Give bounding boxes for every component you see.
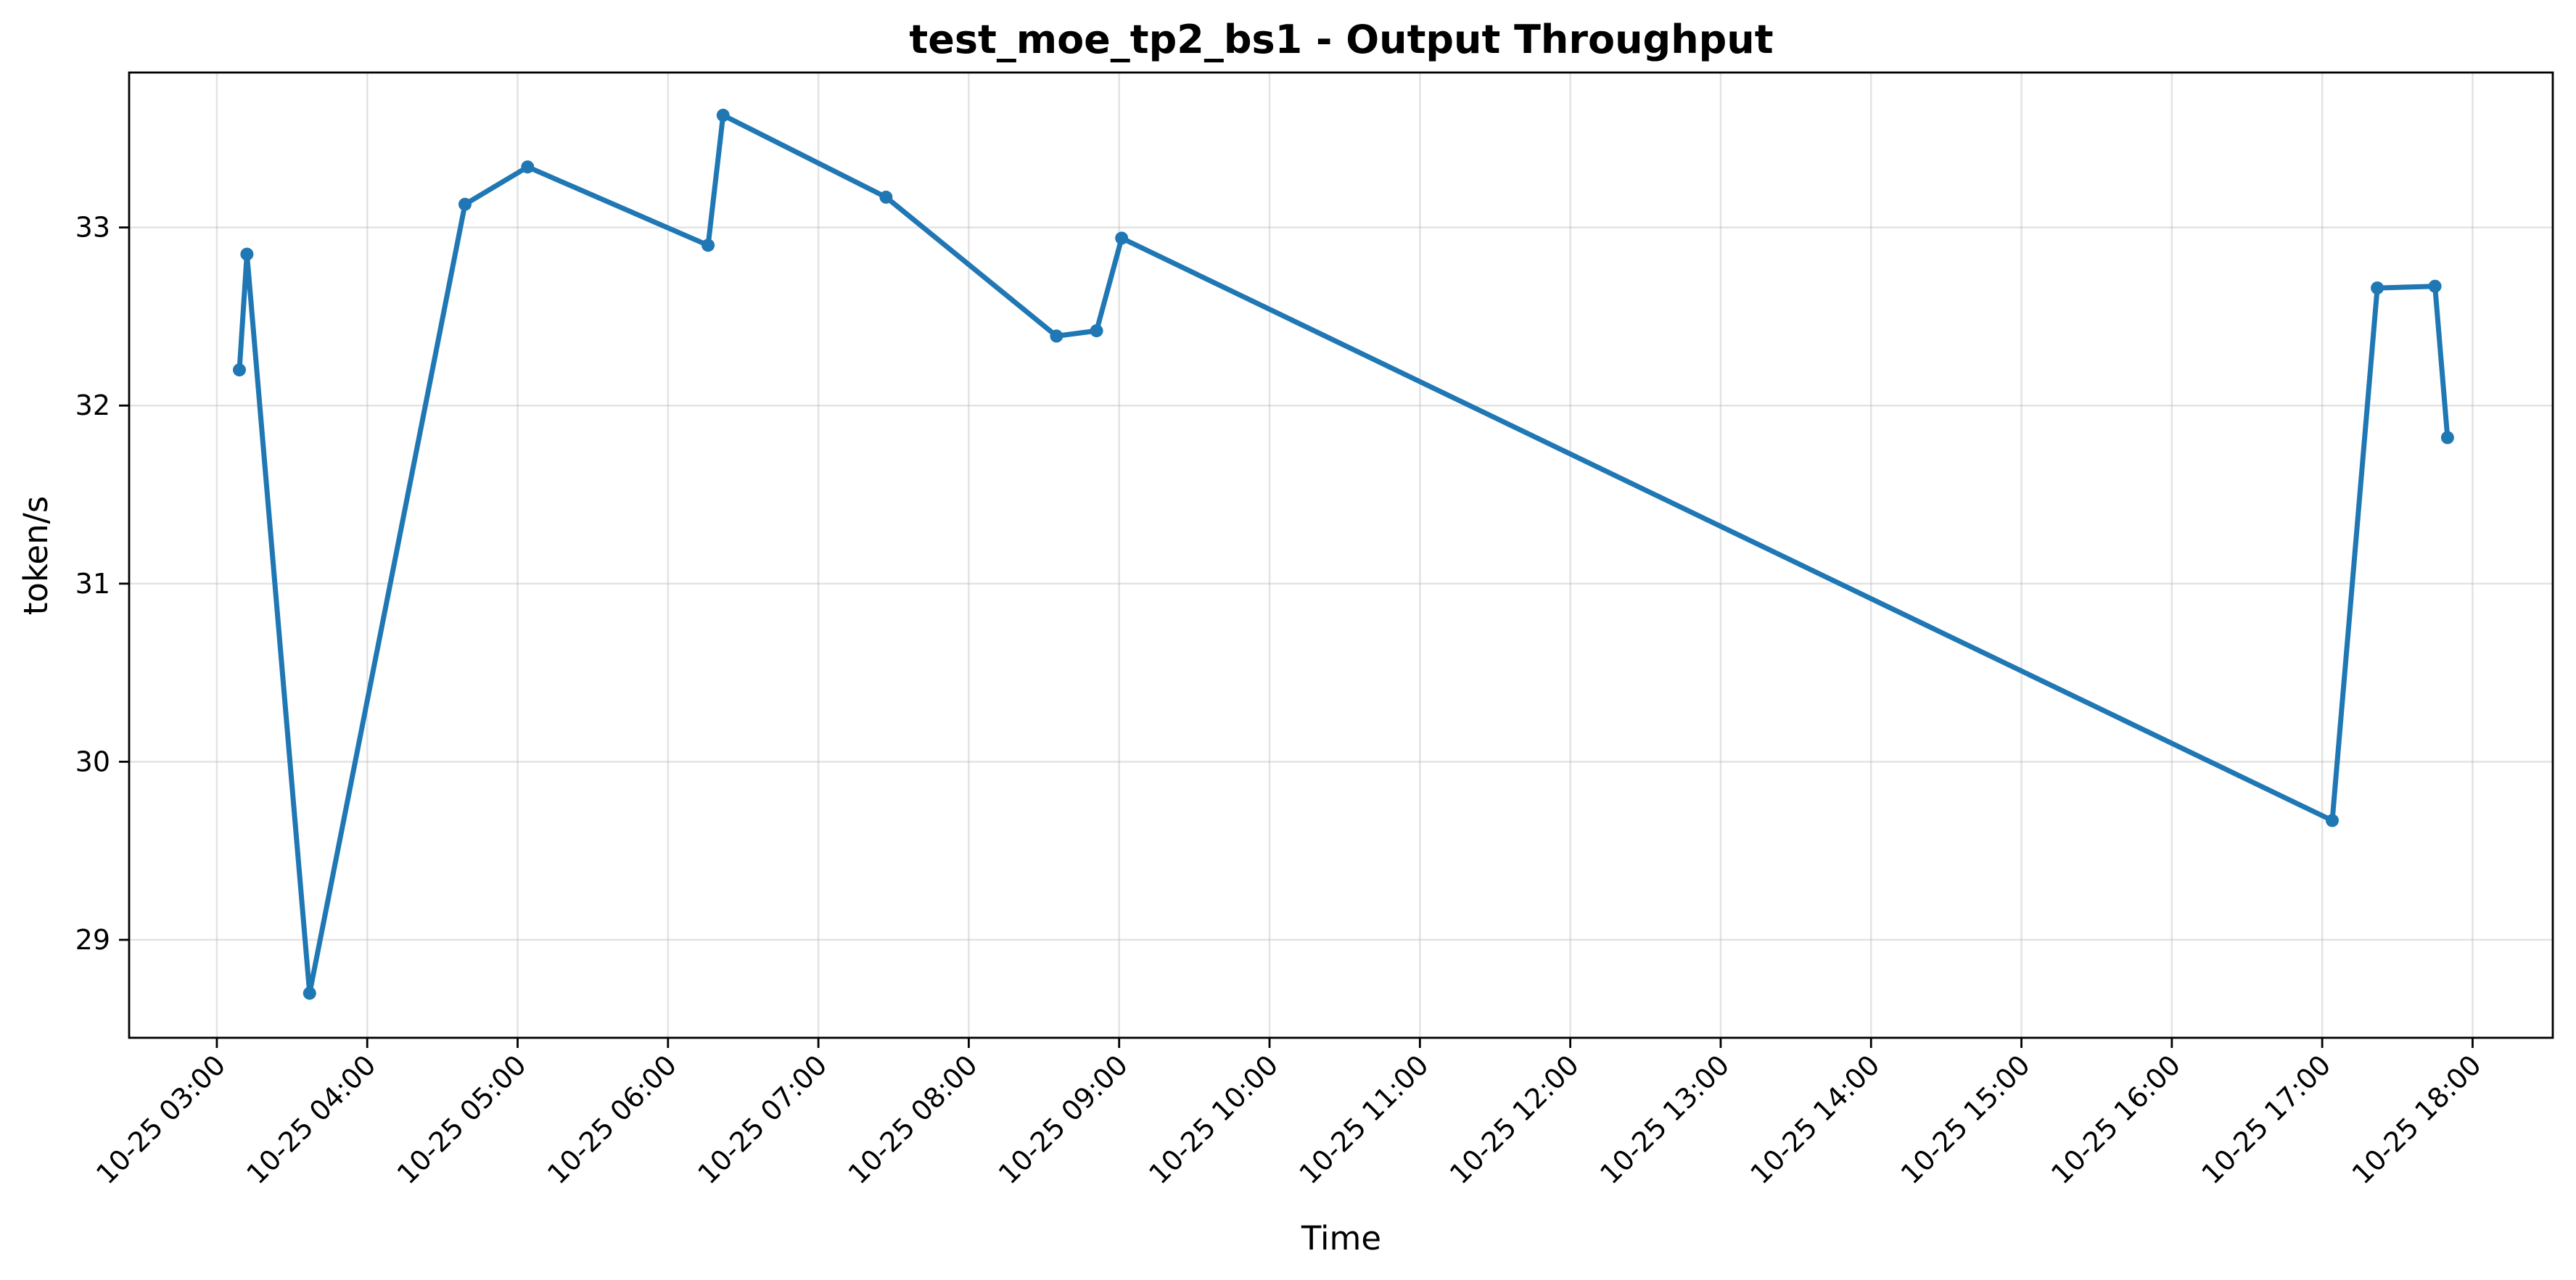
data-point [521, 160, 535, 174]
x-tick-label: 10-25 14:00 [1744, 1049, 1885, 1190]
y-tick-label: 29 [75, 924, 110, 956]
y-axis-label: token/s [17, 496, 55, 615]
data-point [2440, 431, 2454, 445]
x-tick-label: 10-25 16:00 [2045, 1049, 2186, 1190]
x-tick-label: 10-25 17:00 [2195, 1049, 2337, 1190]
data-point [716, 108, 730, 122]
chart-title: test_moe_tp2_bs1 - Output Throughput [909, 17, 1773, 62]
data-point [1090, 324, 1103, 338]
x-tick-label: 10-25 10:00 [1143, 1049, 1284, 1190]
x-tick-label: 10-25 12:00 [1444, 1049, 1585, 1190]
y-tick-label: 31 [75, 568, 110, 600]
y-tick-label: 32 [75, 389, 110, 421]
x-tick-label: 10-25 04:00 [240, 1049, 382, 1190]
data-point [1115, 231, 1129, 245]
data-point [2371, 281, 2384, 295]
data-point [701, 239, 715, 252]
series-layer [233, 108, 2454, 1000]
data-point [233, 363, 246, 377]
x-tick-label: 10-25 13:00 [1594, 1049, 1735, 1190]
x-tick-label: 10-25 15:00 [1895, 1049, 2036, 1190]
series-line [236, 112, 2451, 996]
data-point [2326, 814, 2339, 827]
y-tick-label: 30 [75, 746, 110, 777]
data-point [2428, 279, 2442, 293]
x-tick-label: 10-25 05:00 [391, 1049, 532, 1190]
x-tick-label: 10-25 07:00 [691, 1049, 833, 1190]
data-point [303, 986, 316, 1000]
x-tick-label: 10-25 03:00 [90, 1049, 231, 1190]
plot-frame [128, 71, 2554, 1039]
x-axis: 10-25 03:00 10-25 04:00 10-25 05:00 10-25 0… [90, 1038, 2487, 1190]
x-axis-label: Time [1301, 1219, 1381, 1258]
y-tick-label: 33 [75, 212, 110, 244]
grid [129, 73, 2553, 1038]
x-tick-label: 10-25 06:00 [541, 1049, 683, 1190]
data-point [1050, 329, 1063, 343]
y-axis: 29 30 31 32 33 [75, 212, 129, 956]
data-point [458, 197, 472, 211]
data-point [240, 247, 254, 261]
x-tick-label: 10-25 08:00 [842, 1049, 984, 1190]
x-tick-label: 10-25 09:00 [992, 1049, 1134, 1190]
x-tick-label: 10-25 11:00 [1293, 1049, 1435, 1190]
data-point [879, 190, 893, 204]
x-tick-label: 10-25 18:00 [2346, 1049, 2487, 1190]
